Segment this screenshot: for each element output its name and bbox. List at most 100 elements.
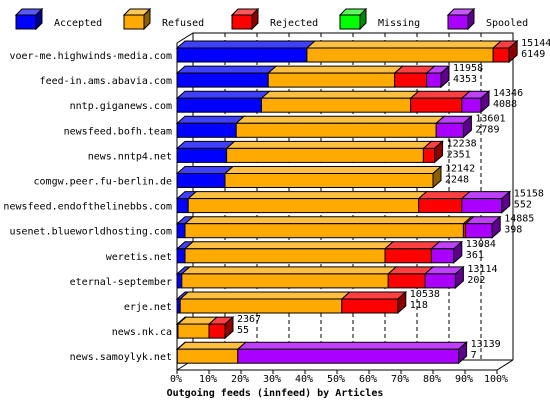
value-offered-news-nk-ca: 2367 <box>237 314 261 325</box>
legend-label-rejected: Rejected <box>270 18 318 29</box>
bar-segment-face <box>176 47 308 63</box>
bar-segment-refused <box>223 166 443 188</box>
x-tick-label-2: 20% <box>231 374 249 385</box>
bar-segment-face <box>184 223 464 239</box>
x-tick-label-0: 0% <box>170 374 182 385</box>
bar-segment-face <box>422 147 436 163</box>
legend-item-missing: Missing <box>338 7 420 31</box>
value-offered-voer-me-highwinds-media-com: 15144 <box>521 38 550 49</box>
bar-segment-top <box>417 191 472 200</box>
bar-segment-face <box>176 198 189 214</box>
bar-segment-top <box>234 115 446 124</box>
legend-item-refused: Refused <box>122 7 204 31</box>
bar-segment-face <box>387 273 426 289</box>
bar-segment-face <box>226 147 424 163</box>
bar-row-erje-net <box>175 290 408 315</box>
bar-segment-refused <box>183 241 395 264</box>
bar-segment-face <box>492 47 510 63</box>
bar-segment-refused <box>234 115 446 138</box>
bar-segment-face <box>176 122 237 138</box>
value-offered-newsfeed-endofthelinebbs-com: 15158 <box>514 189 544 200</box>
x-tick-label-3: 30% <box>263 374 281 385</box>
bar-row-eternal-september <box>175 265 465 290</box>
bar-segment-top <box>178 291 352 300</box>
value-offered-erje-net: 10538 <box>410 289 440 300</box>
bar-side-face <box>434 140 444 164</box>
bar-segment-face <box>176 223 186 239</box>
value-accepted-news-samoylyk-net: 7 <box>471 350 477 361</box>
bar-segment-spooled <box>423 266 465 289</box>
bar-side-face <box>491 215 501 239</box>
bar-segment-accepted <box>175 65 278 88</box>
bar-segment-face <box>410 97 463 113</box>
bar-side-face <box>480 90 490 114</box>
bar-segment-rejected <box>393 65 436 88</box>
row-label-feed-in-ams-abavia-com: feed-in.ams.abavia.com <box>40 76 172 87</box>
bar-row-feed-in-ams-abavia-com <box>175 64 451 89</box>
bar-segment-top <box>175 90 271 99</box>
legend: Accepted Refused Rejected Missing Spooled <box>14 7 528 31</box>
bar-segment-top <box>266 65 404 74</box>
bar-segment-top <box>175 341 248 350</box>
bar-segment-accepted <box>175 90 271 113</box>
bar-segment-face <box>208 323 226 339</box>
bar-side-face <box>224 315 234 340</box>
row-labels: voer-me.highwinds-media.com feed-in.ams.a… <box>3 51 172 363</box>
bar-side-face <box>440 64 450 89</box>
legend-label-refused: Refused <box>162 18 204 29</box>
bar-segment-top <box>305 40 503 49</box>
bar-row-newsfeed-bofh-team <box>175 115 473 139</box>
row-label-newsfeed-bofh-team: newsfeed.bofh.team <box>64 126 172 137</box>
x-tick-label-10: 100% <box>484 374 508 385</box>
bar-segment-face <box>267 72 396 88</box>
legend-label-spooled: Spooled <box>486 18 528 29</box>
bar-segment-top <box>180 266 398 275</box>
bar-segment-top <box>225 140 433 149</box>
bar-side-face <box>432 165 442 189</box>
value-offered-comgw-peer-fu-berlin-de: 12142 <box>445 164 475 175</box>
bar-segment-face <box>235 122 437 138</box>
bar-segment-top <box>183 216 473 225</box>
bar-segment-spooled <box>236 341 468 364</box>
bar-segment-face <box>176 173 226 188</box>
x-tick-label-8: 80% <box>423 374 441 385</box>
bar-segment-refused <box>183 216 473 239</box>
bar-segment-face <box>384 248 432 264</box>
bar-segment-spooled <box>460 90 491 113</box>
bar-segment-top <box>175 115 246 124</box>
row-label-news-nk-ca: news.nk.ca <box>112 327 172 338</box>
bar-row-weretis-net <box>175 240 464 264</box>
row-label-news-samoylyk-net: news.samoylyk.net <box>70 352 172 363</box>
bar-segment-face <box>187 198 420 214</box>
bar-segment-rejected <box>340 291 408 314</box>
legend-item-accepted: Accepted <box>14 7 102 31</box>
bar-row-news-samoylyk-net <box>175 341 468 365</box>
bar-side-face <box>508 39 518 64</box>
bar-segment-refused <box>186 191 428 214</box>
bar-segment-face <box>260 97 412 113</box>
bar-segment-spooled <box>425 65 451 88</box>
row-label-eternal-september: eternal-september <box>70 277 172 288</box>
bar-segment-face <box>176 97 262 113</box>
x-axis: 0% 10% 20% 30% 40% 50% 60% 70% 80% 90% 100% <box>170 370 508 385</box>
bar-segment-face <box>461 97 482 113</box>
value-accepted-voer-me-highwinds-media-com: 6149 <box>521 49 545 60</box>
row-label-erje-net: erje.net <box>124 302 172 313</box>
bar-segment-top <box>236 341 468 350</box>
bar-segment-face <box>179 298 343 314</box>
bar-segment-refused <box>225 140 433 163</box>
bar-segment-top <box>175 140 236 149</box>
x-tick-label-9: 90% <box>455 374 473 385</box>
row-label-newsfeed-endofthelinebbs-com: newsfeed.endofthelinebbs.com <box>3 202 172 213</box>
value-offered-eternal-september: 13114 <box>467 264 497 275</box>
legend-swatch <box>447 14 469 30</box>
value-offered-usenet-blueworldhosting-com: 14885 <box>504 214 534 225</box>
bar-segment-accepted <box>175 140 236 163</box>
legend-swatch <box>339 14 361 30</box>
bar-segment-face <box>426 72 442 88</box>
bar-side-face <box>462 115 472 139</box>
value-accepted-comgw-peer-fu-berlin-de: 2248 <box>445 175 469 186</box>
bar-segment-face <box>461 198 503 214</box>
